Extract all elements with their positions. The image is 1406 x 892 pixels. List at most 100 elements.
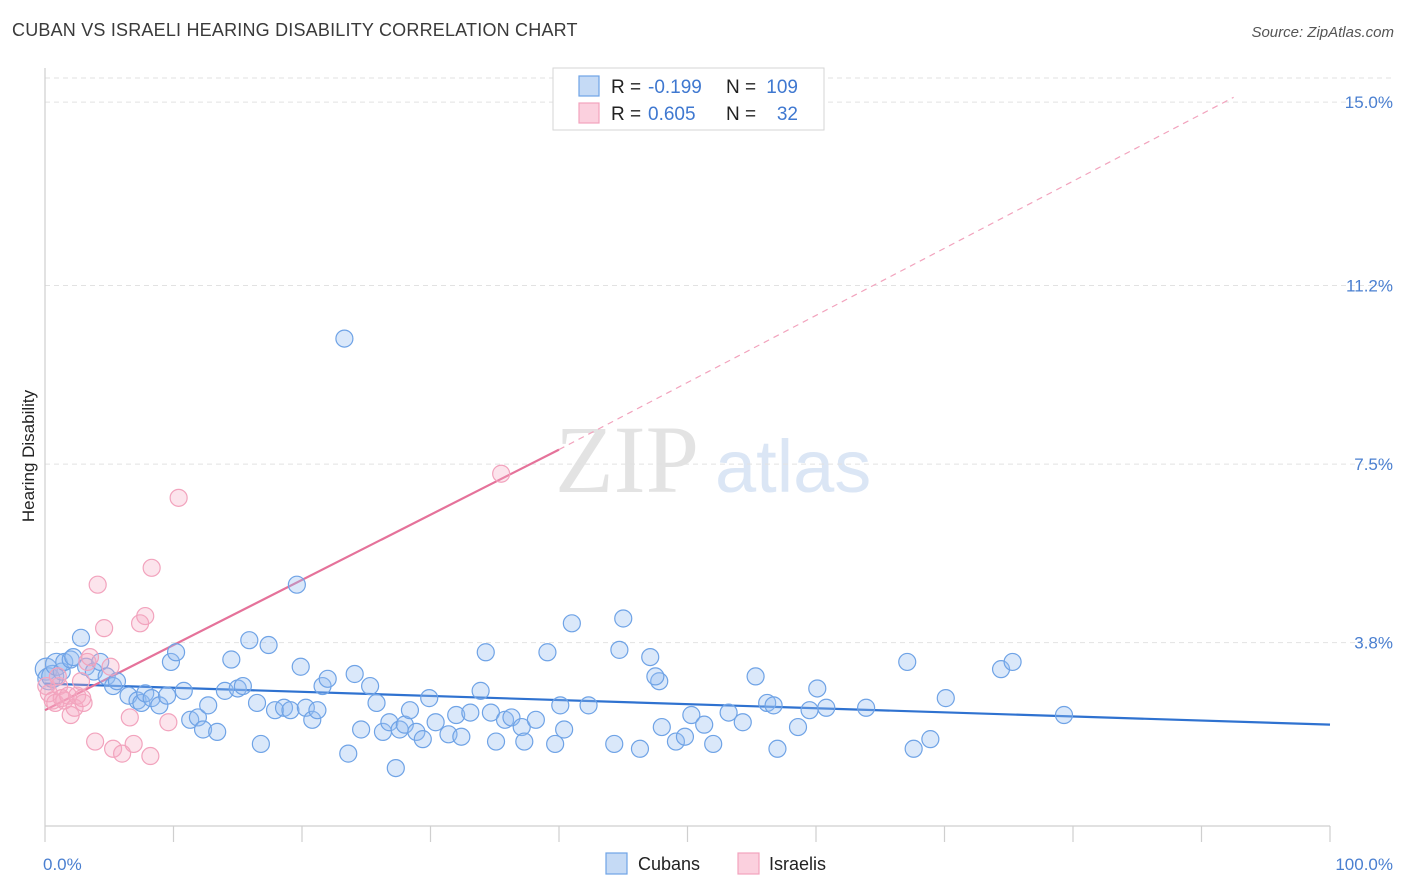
- point-cubans: [746, 667, 765, 686]
- point-israelis: [86, 732, 105, 751]
- point-cubans: [515, 732, 534, 751]
- point-cubans: [413, 730, 432, 749]
- point-cubans: [898, 652, 917, 672]
- point-cubans: [193, 720, 213, 739]
- point-cubans: [800, 701, 819, 720]
- y-tick-label: 11.2%: [1346, 277, 1393, 296]
- point-cubans: [400, 701, 420, 720]
- point-cubans: [641, 647, 660, 667]
- point-cubans: [303, 710, 322, 729]
- point-cubans: [386, 758, 405, 778]
- point-cubans: [551, 696, 570, 715]
- point-cubans: [361, 676, 380, 696]
- point-cubans: [291, 657, 310, 676]
- point-cubans: [157, 686, 177, 705]
- y-axis-label: Hearing Disability: [19, 389, 38, 522]
- point-cubans: [426, 713, 445, 732]
- axes: [44, 68, 1331, 842]
- x-tick-label: 100.0%: [1335, 855, 1393, 874]
- point-cubans: [407, 722, 426, 741]
- point-cubans: [222, 650, 241, 669]
- chart-title: CUBAN VS ISRAELI HEARING DISABILITY CORR…: [12, 20, 578, 40]
- point-cubans: [166, 643, 186, 662]
- point-cubans: [142, 689, 161, 708]
- point-israelis: [492, 464, 511, 483]
- point-cubans: [461, 703, 480, 722]
- point-cubans: [991, 660, 1011, 679]
- bottom-legend-label-israelis: Israelis: [769, 854, 826, 874]
- point-israelis: [78, 652, 97, 672]
- point-cubans: [904, 739, 923, 758]
- point-cubans: [921, 730, 940, 749]
- point-cubans: [259, 635, 278, 655]
- point-cubans: [447, 705, 466, 725]
- point-cubans: [150, 696, 169, 715]
- point-israelis: [120, 708, 139, 727]
- point-cubans: [318, 669, 337, 688]
- legend-n-value-israelis: 32: [777, 104, 798, 125]
- point-cubans: [646, 667, 665, 686]
- y-tick-labels: 3.8% 7.5% 11.2% 15.0%: [1345, 93, 1393, 652]
- point-cubans: [251, 734, 270, 754]
- bottom-legend: Cubans Israelis: [605, 852, 826, 875]
- point-cubans: [174, 681, 193, 700]
- point-israelis: [48, 667, 67, 686]
- point-cubans: [287, 575, 306, 594]
- point-cubans: [764, 696, 783, 715]
- point-cubans: [538, 643, 557, 662]
- point-israelis: [88, 575, 107, 594]
- legend-swatch-israelis: [578, 102, 600, 124]
- point-cubans: [1054, 705, 1074, 725]
- point-cubans: [339, 744, 358, 763]
- legend-r-label-israelis: R =: [611, 104, 641, 125]
- point-cubans: [208, 722, 227, 741]
- point-cubans: [562, 614, 581, 633]
- trend-line-israelis: [44, 448, 560, 712]
- point-cubans: [546, 734, 565, 754]
- point-cubans: [97, 667, 116, 686]
- point-cubans: [936, 689, 955, 708]
- point-cubans: [240, 631, 259, 650]
- point-cubans: [719, 703, 738, 722]
- point-cubans: [666, 732, 686, 751]
- point-cubans: [704, 734, 723, 754]
- point-cubans: [605, 734, 624, 754]
- point-cubans: [199, 696, 218, 715]
- point-cubans: [281, 701, 300, 720]
- point-cubans: [555, 720, 574, 739]
- point-cubans: [768, 739, 787, 758]
- point-cubans: [733, 713, 752, 732]
- stats-legend: R = -0.199 N = 109 R = 0.605 N = 32: [552, 67, 825, 131]
- point-israelis: [124, 734, 143, 754]
- point-cubans: [526, 710, 545, 729]
- x-tick-label: 0.0%: [43, 855, 82, 874]
- point-cubans: [395, 715, 414, 734]
- point-cubans: [188, 708, 208, 727]
- point-cubans: [71, 628, 91, 647]
- point-cubans: [610, 640, 629, 659]
- x-tick-labels: 0.0% 100.0%: [43, 855, 1393, 874]
- point-cubans: [788, 717, 808, 737]
- point-cubans: [471, 681, 490, 700]
- point-cubans: [420, 689, 439, 708]
- point-israelis: [136, 606, 155, 626]
- point-cubans: [335, 329, 354, 348]
- point-cubans: [614, 609, 633, 628]
- point-cubans: [579, 696, 598, 715]
- point-israelis: [71, 672, 91, 691]
- point-cubans: [630, 739, 650, 758]
- point-cubans: [808, 679, 827, 698]
- source-label: Source: ZipAtlas.com: [1251, 24, 1394, 41]
- point-cubans: [352, 720, 371, 739]
- point-cubans: [233, 676, 252, 696]
- point-israelis: [101, 657, 120, 676]
- point-israelis: [142, 558, 161, 577]
- point-israelis: [95, 619, 114, 638]
- watermark-atlas: atlas: [715, 425, 871, 508]
- y-tick-label: 15.0%: [1345, 93, 1393, 112]
- point-israelis: [80, 647, 100, 667]
- point-cubans: [367, 693, 386, 713]
- point-cubans: [476, 643, 495, 662]
- legend-r-label-cubans: R =: [611, 77, 641, 98]
